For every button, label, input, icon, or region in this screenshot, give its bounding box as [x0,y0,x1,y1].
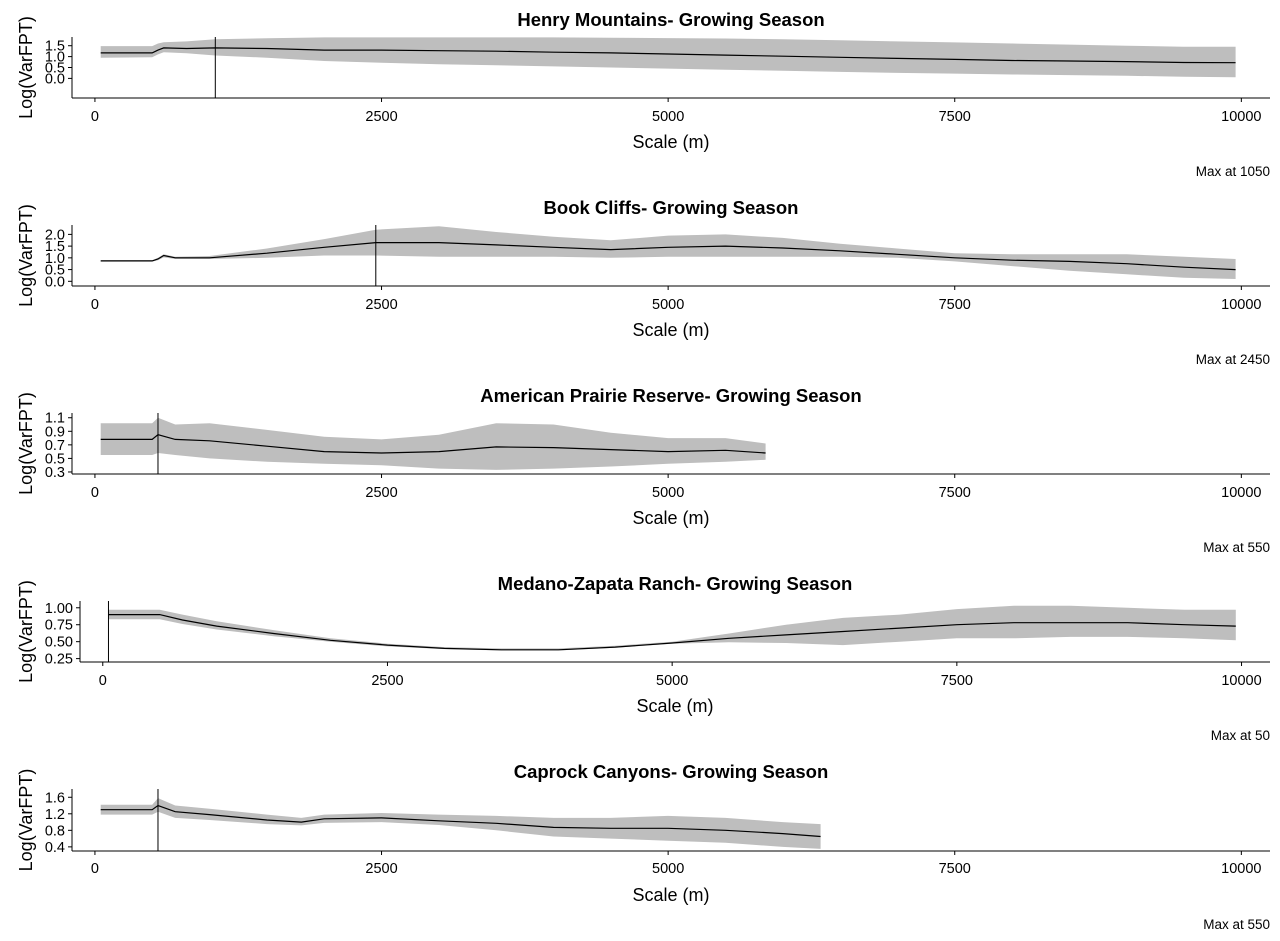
x-tick-label: 0 [91,485,99,501]
series-line [100,434,766,454]
y-tick-label: 0.5 [45,61,65,77]
y-axis-title: Log(VarFPT) [16,204,36,307]
x-tick-label: 2500 [365,485,397,501]
max-caption: Max at 550 [1203,917,1270,932]
chart-title: Caprock Canyons- Growing Season [514,761,829,782]
panel-3: 0.30.50.70.91.1 0 2500 5000 7500 10000 America… [16,385,1270,555]
panel-4: 0.250.500.751.00 0 2500 5000 7500 10000 Medano… [16,573,1270,743]
x-tick-label: 0 [91,861,99,877]
y-axis-title: Log(VarFPT) [16,16,36,119]
max-caption: Max at 2450 [1196,352,1270,367]
y-axis-title: Log(VarFPT) [16,580,36,683]
x-tick-label: 10000 [1221,109,1261,125]
y-tick-label: 2.0 [45,227,65,243]
confidence-band [100,798,821,849]
y-tick-label: 0.5 [45,263,65,279]
chart-title: Book Cliffs- Growing Season [544,197,799,218]
confidence-band [100,226,1236,279]
x-tick-label: 7500 [939,861,971,877]
y-tick-label: 0.0 [45,71,65,87]
series-line [108,614,1236,651]
y-tick-label: 0.50 [45,635,73,651]
x-tick-label: 5000 [652,861,684,877]
x-axis-title: Scale (m) [632,885,709,905]
y-tick-label: 1.0 [45,50,65,66]
x-tick-label: 5000 [652,297,684,313]
x-axis-title: Scale (m) [632,320,709,340]
confidence-band [100,417,766,470]
y-tick-label: 0.75 [45,618,73,634]
panel-2: 0.00.51.01.52.0 0 2500 5000 7500 10000 Book Cl… [16,197,1270,367]
x-tick-label: 5000 [656,673,688,689]
x-tick-label: 10000 [1221,861,1261,877]
max-caption: Max at 50 [1211,728,1270,743]
y-tick-label: 1.0 [45,251,65,267]
y-tick-label: 1.6 [45,790,65,806]
x-axis-title: Scale (m) [632,132,709,152]
x-tick-label: 0 [91,297,99,313]
y-tick-label: 0.25 [45,652,73,668]
x-tick-label: 10000 [1221,673,1261,689]
y-tick-label: 1.2 [45,807,65,823]
x-tick-label: 7500 [939,297,971,313]
x-tick-label: 7500 [939,109,971,125]
confidence-band [108,605,1236,651]
x-tick-label: 0 [99,673,107,689]
y-tick-label: 0.3 [45,465,65,481]
x-tick-label: 0 [91,109,99,125]
y-tick-label: 1.5 [45,39,65,55]
chart-title: Henry Mountains- Growing Season [517,9,824,30]
y-tick-label: 1.00 [45,601,73,617]
x-axis-title: Scale (m) [636,696,713,716]
y-tick-label: 1.1 [45,411,65,427]
x-tick-label: 2500 [365,861,397,877]
confidence-band [100,37,1236,78]
series-line [100,804,821,838]
series-line [100,242,1236,271]
y-tick-label: 0.7 [45,438,65,454]
x-tick-label: 2500 [371,673,403,689]
x-tick-label: 10000 [1221,297,1261,313]
x-tick-label: 5000 [652,485,684,501]
x-axis-title: Scale (m) [632,508,709,528]
y-axis-title: Log(VarFPT) [16,769,36,872]
y-tick-label: 1.5 [45,239,65,255]
max-caption: Max at 550 [1203,540,1270,555]
y-tick-label: 0.8 [45,823,65,839]
y-tick-label: 0.0 [45,274,65,290]
chart-title: Medano-Zapata Ranch- Growing Season [498,573,853,594]
y-axis-title: Log(VarFPT) [16,392,36,495]
x-tick-label: 7500 [941,673,973,689]
x-tick-label: 10000 [1221,485,1261,501]
y-tick-label: 0.4 [45,840,65,856]
x-tick-label: 2500 [365,109,397,125]
max-caption: Max at 1050 [1196,164,1270,179]
y-tick-label: 0.9 [45,424,65,440]
y-tick-label: 0.5 [45,451,65,467]
panel-5: 0.40.81.21.6 0 2500 5000 7500 10000 Caprock Ca… [16,761,1270,932]
chart-title: American Prairie Reserve- Growing Season [480,385,861,406]
series-line [100,47,1236,64]
x-tick-label: 5000 [652,109,684,125]
panel-1: 0.00.51.01.5 0 2500 5000 7500 10000 Henry Moun… [16,9,1270,179]
x-tick-label: 2500 [365,297,397,313]
x-tick-label: 7500 [939,485,971,501]
